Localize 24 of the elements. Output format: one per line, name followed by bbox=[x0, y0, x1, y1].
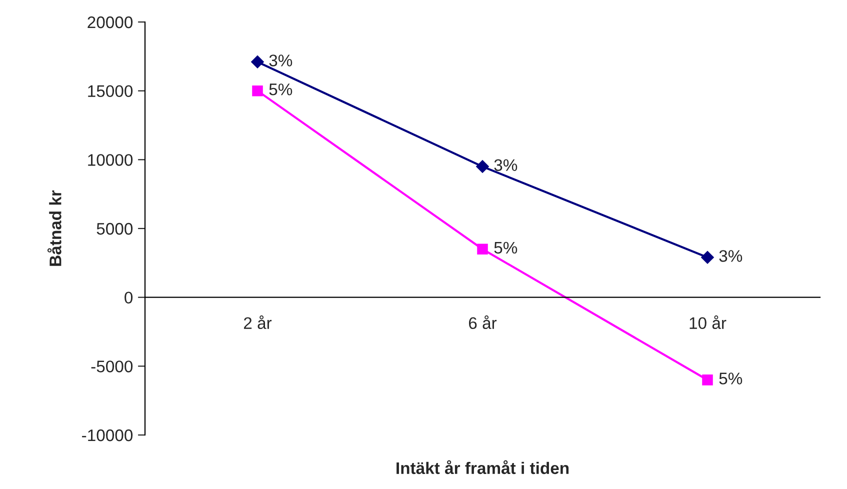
y-tick-label: 15000 bbox=[88, 85, 133, 98]
point bbox=[251, 56, 264, 68]
y-tick-label: 0 bbox=[124, 292, 133, 304]
point bbox=[701, 250, 714, 264]
annotation: 3% bbox=[719, 250, 742, 262]
y-axis-title: Båtnad kr bbox=[47, 190, 62, 266]
y-tick-label: -10000 bbox=[82, 429, 133, 442]
point bbox=[252, 85, 263, 96]
x-tick-label: 2 år bbox=[244, 315, 272, 330]
x-axis-title: Intäkt år framåt i tiden bbox=[396, 460, 569, 474]
x-tick-label: 6 år bbox=[468, 315, 497, 330]
y-tick-label: 5000 bbox=[96, 222, 133, 235]
annotation: 5% bbox=[494, 242, 518, 254]
y-tick-label: 10000 bbox=[88, 154, 133, 166]
y-tick-label: -5000 bbox=[91, 360, 133, 372]
y-tick-label: 20000 bbox=[88, 16, 133, 28]
annotation: 5% bbox=[269, 84, 292, 96]
annotation: 3% bbox=[494, 159, 518, 172]
point bbox=[702, 374, 713, 386]
point bbox=[477, 244, 488, 255]
annotation: 3% bbox=[269, 54, 292, 66]
annotation: 5% bbox=[719, 372, 742, 384]
x-tick-label: 10 år bbox=[690, 315, 726, 330]
point bbox=[476, 160, 489, 173]
